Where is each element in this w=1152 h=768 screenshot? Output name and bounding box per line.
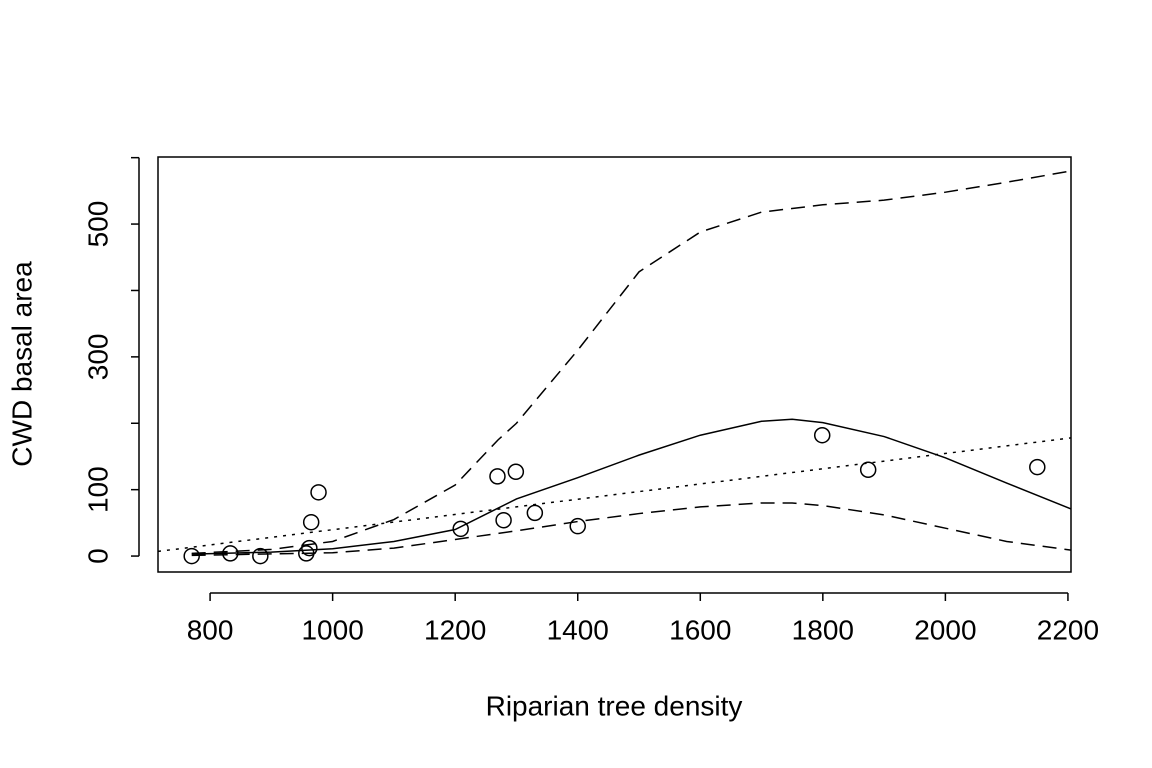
data-point [302, 513, 320, 531]
data-point [813, 426, 831, 444]
data-point [452, 520, 469, 538]
x-tick-label: 1200 [424, 614, 486, 645]
y-tick-label: 500 [82, 201, 113, 248]
x-tick-label: 2200 [1037, 614, 1099, 645]
y-tick-label: 0 [82, 548, 113, 564]
fit-line [191, 418, 1071, 555]
x-tick-label: 800 [187, 614, 234, 645]
data-point [569, 517, 586, 535]
fit-line [191, 170, 1071, 555]
fit-line [191, 502, 1071, 557]
data-point [507, 463, 525, 480]
data-point [526, 504, 544, 522]
data-point [1029, 458, 1046, 476]
x-tick-label: 1000 [301, 614, 363, 645]
x-tick-label: 1400 [547, 614, 609, 645]
y-tick-label: 300 [82, 334, 113, 381]
data-point [301, 539, 318, 557]
x-tick-label: 1600 [669, 614, 731, 645]
y-axis-title: CWD basal area [6, 261, 37, 467]
fit-line [158, 437, 1071, 553]
x-tick-label: 2000 [914, 614, 976, 645]
data-point [495, 511, 512, 529]
data-point [310, 484, 327, 501]
data-point [859, 461, 877, 478]
plot-box [157, 156, 1072, 573]
x-axis-title: Riparian tree density [486, 690, 743, 721]
data-point [183, 547, 200, 565]
data-point [489, 468, 506, 485]
x-tick-label: 1800 [792, 614, 854, 645]
y-tick-label: 100 [82, 466, 113, 513]
data-point [252, 547, 269, 565]
